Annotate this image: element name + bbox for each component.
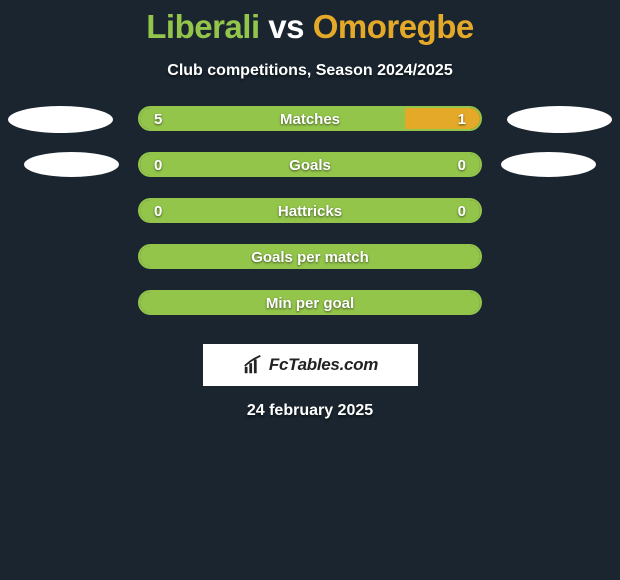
page-title: Liberali vs Omoregbe <box>0 0 620 46</box>
stat-bar: Min per goal <box>138 290 482 315</box>
stat-bar: 5 Matches 1 <box>138 106 482 131</box>
stat-bar: Goals per match <box>138 244 482 269</box>
player2-name: Omoregbe <box>313 8 474 45</box>
stat-fill-right <box>405 108 480 129</box>
brand-badge: FcTables.com <box>203 344 418 386</box>
stat-row-hattricks: 0 Hattricks 0 <box>0 198 620 244</box>
stat-fill-left <box>140 292 480 313</box>
stat-row-mpg: Min per goal <box>0 290 620 336</box>
date-label: 24 february 2025 <box>0 402 620 420</box>
stat-fill-left <box>140 200 480 221</box>
stat-row-gpm: Goals per match <box>0 244 620 290</box>
stat-bar: 0 Goals 0 <box>138 152 482 177</box>
player1-photo-placeholder <box>8 106 113 133</box>
chart-icon <box>242 354 264 376</box>
stat-row-goals: 0 Goals 0 <box>0 152 620 198</box>
stat-fill-left <box>140 154 480 175</box>
player2-photo-placeholder <box>501 152 596 177</box>
stat-bar: 0 Hattricks 0 <box>138 198 482 223</box>
stat-fill-left <box>140 246 480 267</box>
stat-row-matches: 5 Matches 1 <box>0 106 620 152</box>
stat-fill-left <box>140 108 405 129</box>
player2-photo-placeholder <box>507 106 612 133</box>
player1-photo-placeholder <box>24 152 119 177</box>
brand-text: FcTables.com <box>269 355 378 375</box>
player1-name: Liberali <box>146 8 259 45</box>
vs-label: vs <box>268 8 304 45</box>
subtitle: Club competitions, Season 2024/2025 <box>0 62 620 80</box>
stats-container: 5 Matches 1 0 Goals 0 0 Hattricks 0 Go <box>0 106 620 336</box>
